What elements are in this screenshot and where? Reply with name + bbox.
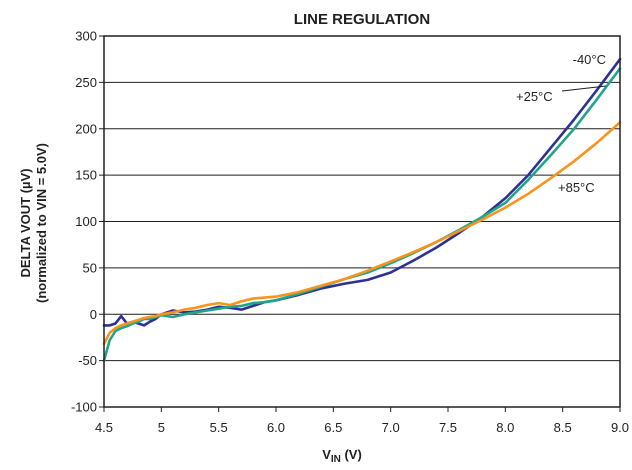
series-line-plus-25c (102, 67, 622, 362)
y-axis-label: DELTA VOUT (µV) (normalized to VIN = 5.0… (18, 143, 49, 303)
y-tick-label: -50 (78, 353, 97, 368)
annotation-minus-40c: -40°C (573, 52, 606, 67)
x-tick-label: 4.5 (95, 420, 113, 435)
x-tick-label: 7.0 (382, 420, 400, 435)
y-tick-label: -100 (71, 400, 97, 415)
y-tick-label: 300 (75, 29, 97, 44)
x-tick-label: 8.5 (554, 420, 572, 435)
plot-area-border (103, 35, 621, 408)
y-axis-label-line-1: DELTA VOUT (µV) (18, 168, 33, 277)
series-line-plus-85c (102, 121, 622, 346)
x-tick-label: 6.5 (324, 420, 342, 435)
x-tick-label: 5 (158, 420, 165, 435)
series-lines (102, 57, 622, 362)
y-tick-label: 150 (75, 168, 97, 183)
plot-frame (99, 35, 621, 412)
annotation-plus-25c: +25°C (516, 89, 553, 104)
annotation-leader-line (561, 85, 607, 92)
x-axis-label-subscript: IN (331, 454, 341, 465)
tick-labels: -100 -50 0 50 100 150 200 250 300 4.5 5 5.5 6.0 6.5 7.… (71, 29, 629, 436)
series-annotations: -40°C +25°C +85°C (516, 52, 607, 195)
x-tick-label: 6.0 (267, 420, 285, 435)
x-tick-label: 5.5 (210, 420, 228, 435)
y-tick-label: 50 (83, 260, 97, 275)
annotation-plus-85c: +85°C (558, 180, 595, 195)
y-axis-label-line-2: (normalized to VIN = 5.0V) (34, 143, 49, 303)
x-tick-label: 7.5 (439, 420, 457, 435)
chart-title: LINE REGULATION (294, 11, 430, 28)
y-tick-label: 250 (75, 75, 97, 90)
y-tick-label: 100 (75, 214, 97, 229)
y-tick-label: 0 (90, 307, 97, 322)
x-axis-label-main: V (322, 447, 331, 462)
x-axis-label-unit: (V) (341, 447, 362, 462)
x-tick-label: 9.0 (611, 420, 629, 435)
y-tick-label: 200 (75, 121, 97, 136)
x-tick-label: 8.0 (496, 420, 514, 435)
x-axis-label: VIN (V) (322, 447, 362, 465)
